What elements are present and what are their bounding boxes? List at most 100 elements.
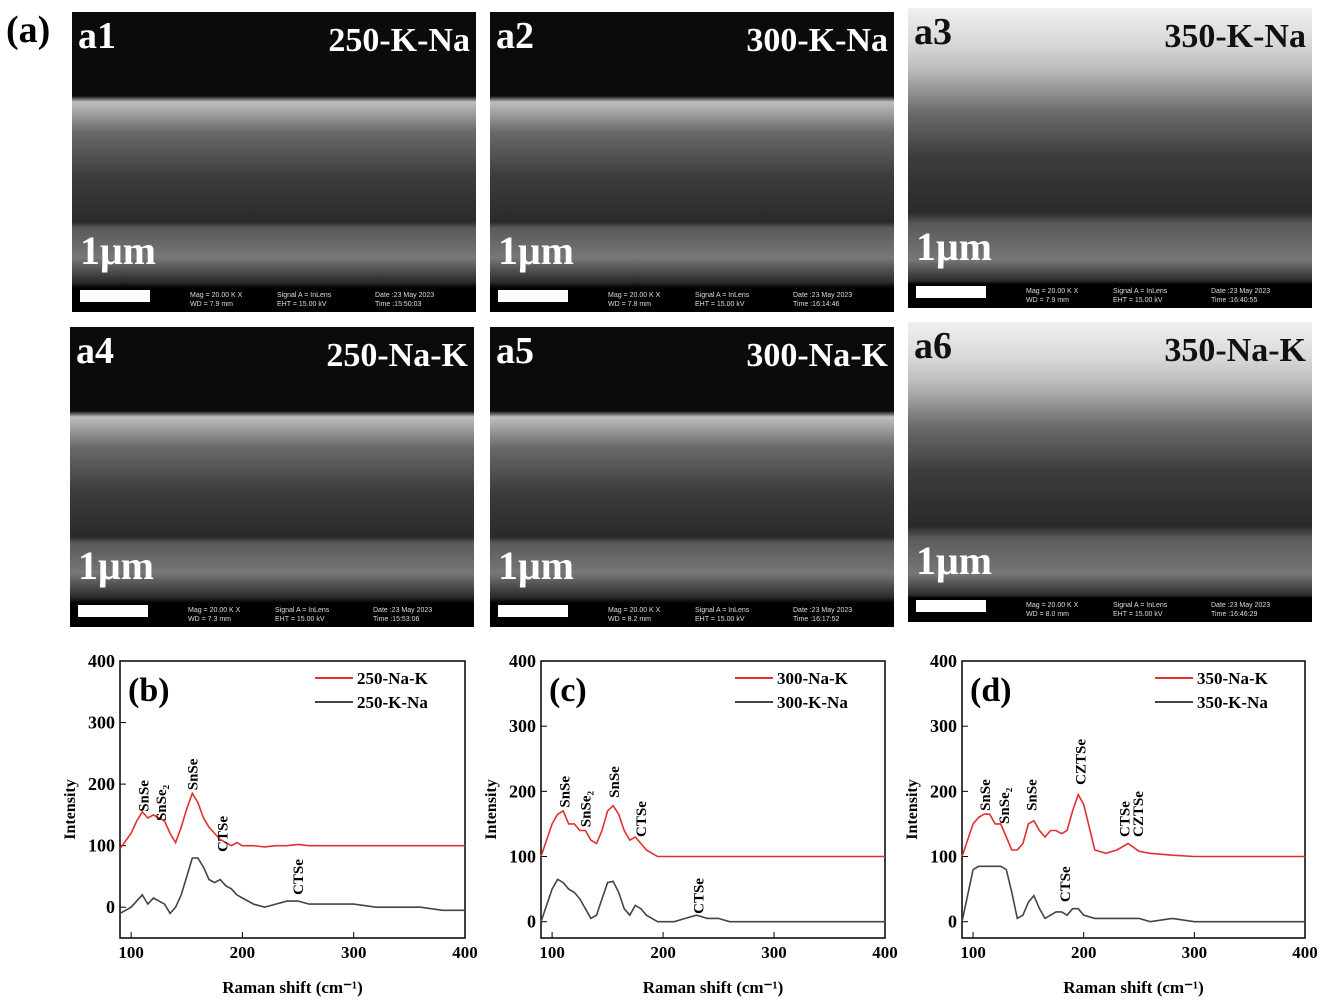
meta: Time :16:46:29	[1211, 610, 1270, 619]
meta: Mag = 20.00 K X	[1026, 601, 1078, 610]
meta-col: Signal A = InLensEHT = 15.00 kV	[1113, 287, 1167, 305]
y-tick-label: 200	[88, 774, 115, 794]
meta: Signal A = InLens	[695, 606, 749, 615]
meta: EHT = 15.00 kV	[277, 300, 331, 309]
meta: WD = 8.2 mm	[608, 615, 660, 624]
peak-label: SnSe₂	[997, 787, 1013, 824]
meta: EHT = 15.00 kV	[695, 615, 749, 624]
panel-label: (c)	[549, 672, 587, 709]
meta: Date :23 May 2023	[793, 291, 852, 300]
y-tick-label: 300	[88, 713, 115, 733]
panel-label: a6	[914, 324, 952, 368]
x-tick-label: 100	[539, 943, 565, 962]
scale-label: 1μm	[498, 227, 574, 274]
meta: EHT = 15.00 kV	[1113, 610, 1167, 619]
y-tick-label: 0	[527, 912, 536, 932]
sample-name: 250-K-Na	[328, 22, 470, 60]
x-tick-label: 300	[761, 943, 787, 962]
meta: Time :16:14:46	[793, 300, 852, 309]
peak-label: SnSe₂	[578, 791, 594, 828]
sample-name: 350-Na-K	[1164, 332, 1306, 370]
meta: Mag = 20.00 K X	[608, 291, 660, 300]
meta: Time :16:17:52	[793, 615, 852, 624]
scale-label: 1μm	[916, 223, 992, 270]
y-axis-label: Intensity	[904, 779, 921, 839]
sample-name: 250-Na-K	[326, 337, 468, 375]
meta: Signal A = InLens	[275, 606, 329, 615]
meta: Date :23 May 2023	[1211, 287, 1270, 296]
y-tick-label: 100	[88, 836, 115, 856]
series-line	[541, 879, 885, 921]
peak-label: CZTSe	[1073, 739, 1089, 785]
meta: Mag = 20.00 K X	[190, 291, 242, 300]
peak-label: SnSe	[185, 758, 201, 790]
peak-label: CZTSe	[1131, 791, 1147, 837]
meta: Date :23 May 2023	[375, 291, 434, 300]
meta: WD = 7.3 mm	[188, 615, 240, 624]
scale-bar	[78, 605, 148, 617]
panel-label: a3	[914, 10, 952, 54]
x-tick-label: 300	[1182, 943, 1208, 962]
legend-label: 350-K-Na	[1197, 693, 1268, 712]
y-tick-label: 300	[509, 716, 536, 736]
series-line	[962, 866, 1305, 921]
y-tick-label: 0	[106, 897, 115, 917]
y-tick-label: 100	[930, 847, 957, 867]
panel-label: a4	[76, 329, 114, 373]
peak-label: CTSe	[291, 859, 307, 895]
x-axis-label: Raman shift (cm⁻¹)	[222, 978, 363, 997]
y-axis-label: Intensity	[483, 779, 500, 839]
y-tick-label: 100	[509, 847, 536, 867]
meta: WD = 7.9 mm	[1026, 296, 1078, 305]
meta: Signal A = InLens	[1113, 287, 1167, 296]
meta: Mag = 20.00 K X	[188, 606, 240, 615]
peak-label: SnSe	[978, 779, 994, 811]
panel-label: a1	[78, 14, 116, 58]
y-tick-label: 200	[509, 781, 536, 801]
scale-bar	[916, 286, 986, 298]
sample-name: 350-K-Na	[1164, 18, 1306, 56]
x-tick-label: 100	[118, 943, 144, 962]
x-tick-label: 200	[230, 943, 256, 962]
meta: Mag = 20.00 K X	[608, 606, 660, 615]
legend-label: 300-Na-K	[777, 669, 849, 688]
legend-label: 250-Na-K	[357, 669, 429, 688]
meta: EHT = 15.00 kV	[1113, 296, 1167, 305]
series-line	[120, 793, 465, 848]
peak-label: CTSe	[692, 878, 708, 914]
peak-label: SnSe	[1025, 779, 1041, 811]
meta: Time :15:50:03	[375, 300, 434, 309]
x-tick-label: 400	[1292, 943, 1318, 962]
meta-col: Date :23 May 2023Time :16:40:55	[1211, 287, 1270, 305]
meta: EHT = 15.00 kV	[695, 300, 749, 309]
scale-label: 1μm	[498, 542, 574, 589]
meta: Signal A = InLens	[695, 291, 749, 300]
meta-col: Date :23 May 2023Time :16:14:46	[793, 291, 852, 309]
y-tick-label: 200	[930, 781, 957, 801]
y-tick-label: 400	[88, 651, 115, 671]
meta: Date :23 May 2023	[793, 606, 852, 615]
x-tick-label: 200	[650, 943, 676, 962]
panel-label: a2	[496, 14, 534, 58]
x-axis-label: Raman shift (cm⁻¹)	[1063, 978, 1204, 997]
scale-bar	[80, 290, 150, 302]
y-axis-label: Intensity	[62, 779, 79, 839]
panel-label: (d)	[970, 672, 1012, 709]
figure: (a) a1250-K-Na1μmMag = 20.00 K XWD = 7.9…	[0, 0, 1322, 1000]
